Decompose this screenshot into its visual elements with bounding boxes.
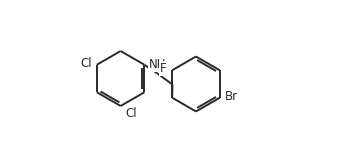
Text: Cl: Cl <box>81 57 92 70</box>
Text: F: F <box>160 62 167 75</box>
Text: Br: Br <box>225 90 238 103</box>
Text: NH: NH <box>149 58 167 71</box>
Text: Cl: Cl <box>125 107 136 119</box>
